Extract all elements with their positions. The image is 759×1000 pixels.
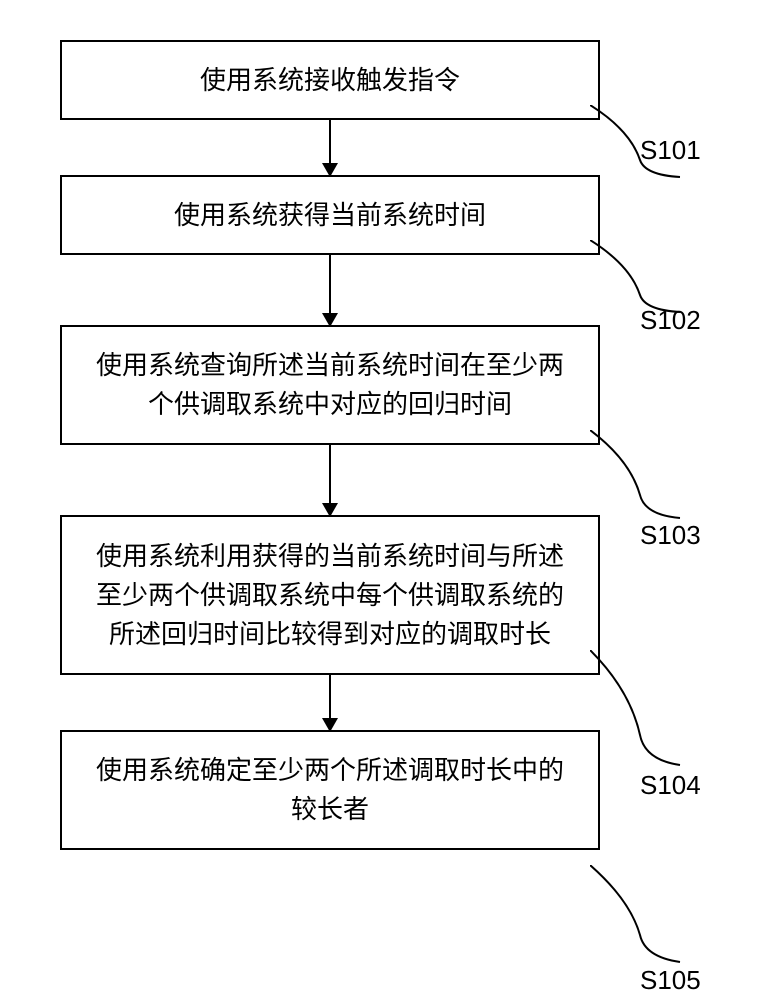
step-text: 使用系统获得当前系统时间 — [174, 196, 486, 235]
step-box-s103: 使用系统查询所述当前系统时间在至少两个供调取系统中对应的回归时间 — [60, 325, 600, 445]
arrow-1 — [60, 120, 600, 175]
step-box-s104: 使用系统利用获得的当前系统时间与所述至少两个供调取系统中每个供调取系统的所述回归… — [60, 515, 600, 675]
connector-s105 — [590, 865, 690, 975]
arrow-2 — [60, 255, 600, 325]
step-label-s104: S104 — [640, 770, 701, 801]
arrow-4 — [60, 675, 600, 730]
step-box-s102: 使用系统获得当前系统时间 — [60, 175, 600, 255]
connector-s104 — [590, 650, 690, 780]
step-label-s102: S102 — [640, 305, 701, 336]
step-label-s103: S103 — [640, 520, 701, 551]
step-label-s105: S105 — [640, 965, 701, 996]
step-box-s105: 使用系统确定至少两个所述调取时长中的较长者 — [60, 730, 600, 850]
step-label-s101: S101 — [640, 135, 701, 166]
arrow-3 — [60, 445, 600, 515]
step-text: 使用系统利用获得的当前系统时间与所述至少两个供调取系统中每个供调取系统的所述回归… — [92, 537, 568, 654]
step-text: 使用系统查询所述当前系统时间在至少两个供调取系统中对应的回归时间 — [92, 346, 568, 424]
step-text: 使用系统确定至少两个所述调取时长中的较长者 — [92, 751, 568, 829]
step-text: 使用系统接收触发指令 — [200, 61, 460, 100]
flowchart-container: 使用系统接收触发指令 使用系统获得当前系统时间 使用系统查询所述当前系统时间在至… — [60, 40, 700, 850]
step-box-s101: 使用系统接收触发指令 — [60, 40, 600, 120]
connector-s103 — [590, 430, 690, 530]
